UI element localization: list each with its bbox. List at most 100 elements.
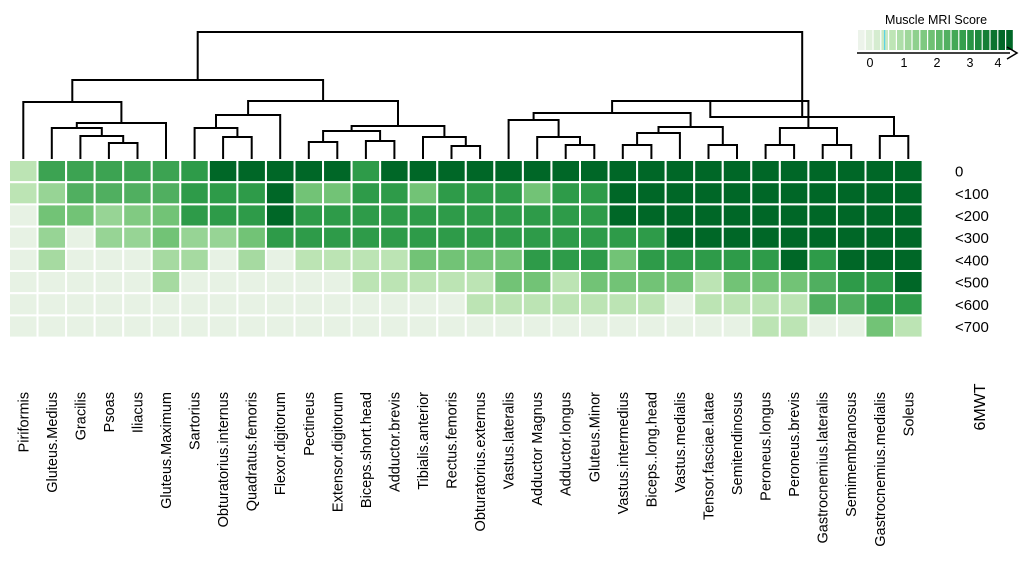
heatmap-cell [721,203,753,228]
row-label: 0 [955,164,963,181]
column-label: Rectus.femoris [445,392,461,489]
legend-swatch [1006,30,1013,50]
heatmap-cell [93,203,125,228]
heatmap-cell [721,292,753,317]
heatmap-cell [807,159,838,184]
heatmap-cell [236,292,267,317]
heatmap-cell [636,159,667,184]
legend-swatch [975,30,982,50]
heatmap-cell [8,270,39,295]
heatmap-cell [436,203,467,228]
legend-tick-label: 2 [934,56,941,70]
heatmap-cell [407,292,439,317]
heatmap-cell [721,247,753,273]
legend-swatch [967,30,974,50]
heatmap-cell [207,159,239,184]
heatmap-cell [864,181,896,206]
legend-swatch [904,30,912,50]
heatmap-cell [264,247,296,273]
heatmap-cell [322,225,353,250]
heatmap-cell [36,247,68,273]
legend-swatch [982,30,990,50]
heatmap-cell [122,225,153,250]
heatmap-cell [350,203,382,228]
heatmap-cell [807,247,838,273]
heatmap-cell [693,247,724,273]
heatmap-cell [807,203,838,228]
column-label: Semimembranosus [844,392,860,517]
heatmap-cell [236,225,267,250]
heatmap-cell [864,270,896,295]
column-label: Psoas [102,392,118,432]
heatmap-cell [264,181,296,206]
heatmap-cell [236,247,267,273]
heatmap-cell [893,203,924,228]
column-label: Piriformis [16,392,32,452]
heatmap-cell [322,247,353,273]
heatmap-cell [293,225,325,250]
heatmap-cell [93,292,125,317]
heatmap-cell [807,314,838,339]
heatmap-cell [179,270,210,295]
dendrogram-branch [821,144,853,160]
heatmap-cell [293,292,325,317]
heatmap-cell [835,314,867,339]
heatmap-cells [8,159,924,339]
heatmap-cell [579,225,610,250]
heatmap-cell [464,203,496,228]
heatmap-cell [379,270,410,295]
column-label: Semitendinosus [730,392,746,495]
heatmap-cell [36,292,68,317]
heatmap-cell [493,270,524,295]
heatmap-cell [607,203,639,228]
heatmap-cell [550,270,582,295]
heatmap-cell [350,292,382,317]
heatmap-cell [464,159,496,184]
legend-swatch [912,30,920,50]
column-dendrogram [22,31,910,160]
heatmap-cell [464,314,496,339]
heatmap-cell [436,181,467,206]
column-label: Flexor.digitorum [273,392,289,495]
heatmap-cell [65,270,96,295]
heatmap-cell [778,159,810,184]
heatmap-cell [835,159,867,184]
heatmap-cell [350,314,382,339]
column-label: Tibialis.anterior [416,392,432,490]
heatmap-cell [379,292,410,317]
legend-ticks: 0 1 2 3 4 [867,56,1002,70]
heatmap-cell [607,314,639,339]
dendrogram-branch [636,132,681,160]
row-label: <700 [955,319,989,336]
column-label: Vastus.lateralis [502,392,518,489]
row-labels: 0 <100 <200 <300 <400 <500 <600 <700 [955,164,989,336]
heatmap-cell [264,159,296,184]
dendrogram-branch [536,136,581,160]
heatmap-cell [150,225,182,250]
heatmap-cell [607,181,639,206]
heatmap-cell [664,314,696,339]
heatmap-cell [807,270,838,295]
heatmap-cell [436,292,467,317]
heatmap-cell [436,314,467,339]
heatmap-cell [778,292,810,317]
heatmap-cell [264,203,296,228]
legend-swatch [873,30,881,50]
heatmap-cell [493,292,524,317]
heatmap-cell [407,247,439,273]
dendrogram-branch [22,101,123,160]
heatmap-cell [835,181,867,206]
heatmap-cell [322,181,353,206]
heatmap-cell [207,247,239,273]
heatmap-cell [607,270,639,295]
heatmap-cell [607,247,639,273]
heatmap-cell [778,203,810,228]
heatmap-cell [36,314,68,339]
heatmap-cell [893,292,924,317]
legend-arrow-head [1006,46,1019,60]
heatmap-cell [179,292,210,317]
heatmap-cell [521,225,553,250]
heatmap-cell [693,181,724,206]
column-label: Adductor Magnus [530,392,546,506]
heatmap-cell [207,203,239,228]
